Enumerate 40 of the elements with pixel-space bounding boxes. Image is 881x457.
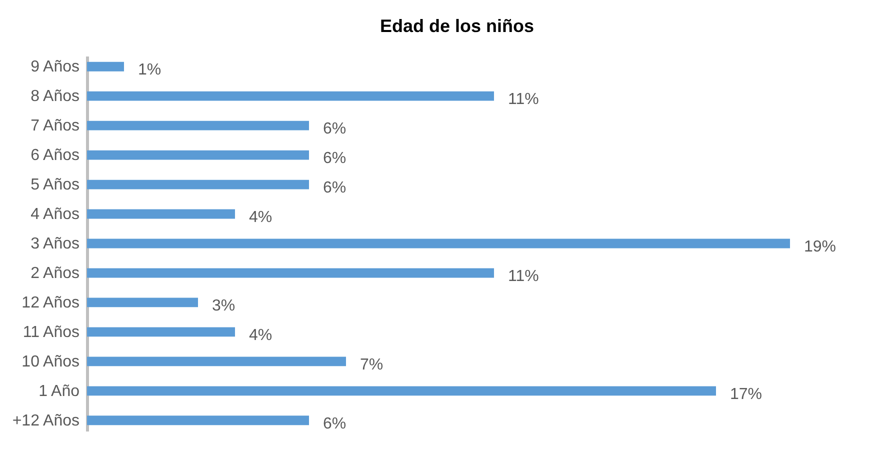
bar: [87, 356, 346, 366]
data-label: 3%: [212, 297, 236, 314]
y-tick-label: 12 Años: [22, 294, 80, 312]
data-label: 1%: [138, 62, 162, 79]
y-tick-label: 8 Años: [30, 88, 80, 106]
bar: [87, 238, 790, 248]
bar: [87, 120, 309, 130]
data-label: 7%: [360, 356, 384, 374]
data-label: 11%: [508, 268, 539, 285]
y-tick-label: 7 Años: [30, 118, 80, 135]
y-tick-label: 2 Años: [30, 264, 80, 282]
bar: [87, 62, 124, 72]
data-label: 19%: [804, 238, 836, 256]
data-label: 11%: [508, 91, 539, 108]
data-label: 6%: [323, 415, 346, 432]
bar: [87, 91, 494, 101]
y-tick-label: 1 Año: [38, 382, 80, 400]
data-label: 17%: [730, 386, 762, 403]
bar: [87, 298, 198, 308]
chart-title: Edad de los niños: [380, 16, 534, 36]
data-label: 4%: [249, 326, 272, 344]
y-tick-label: 3 Años: [30, 236, 80, 252]
data-label: 6%: [323, 150, 346, 168]
y-tick-label: 5 Años: [30, 176, 80, 194]
bar: [87, 180, 309, 190]
bar: [87, 150, 309, 160]
y-tick-label: +12 Años: [12, 412, 80, 430]
bar: [87, 268, 494, 278]
y-tick-label: 11 Años: [22, 324, 80, 341]
y-tick-label: 4 Años: [30, 206, 80, 224]
bar: [87, 327, 235, 337]
data-label: 6%: [323, 180, 346, 197]
y-tick-label: 6 Años: [30, 147, 80, 164]
data-label: 6%: [323, 120, 346, 138]
data-label: 4%: [249, 209, 272, 226]
bar: [87, 386, 716, 396]
y-tick-label: 10 Años: [22, 353, 80, 370]
y-tick-label: 9 Años: [30, 58, 80, 76]
bar: [87, 416, 309, 426]
bar: [87, 209, 235, 219]
